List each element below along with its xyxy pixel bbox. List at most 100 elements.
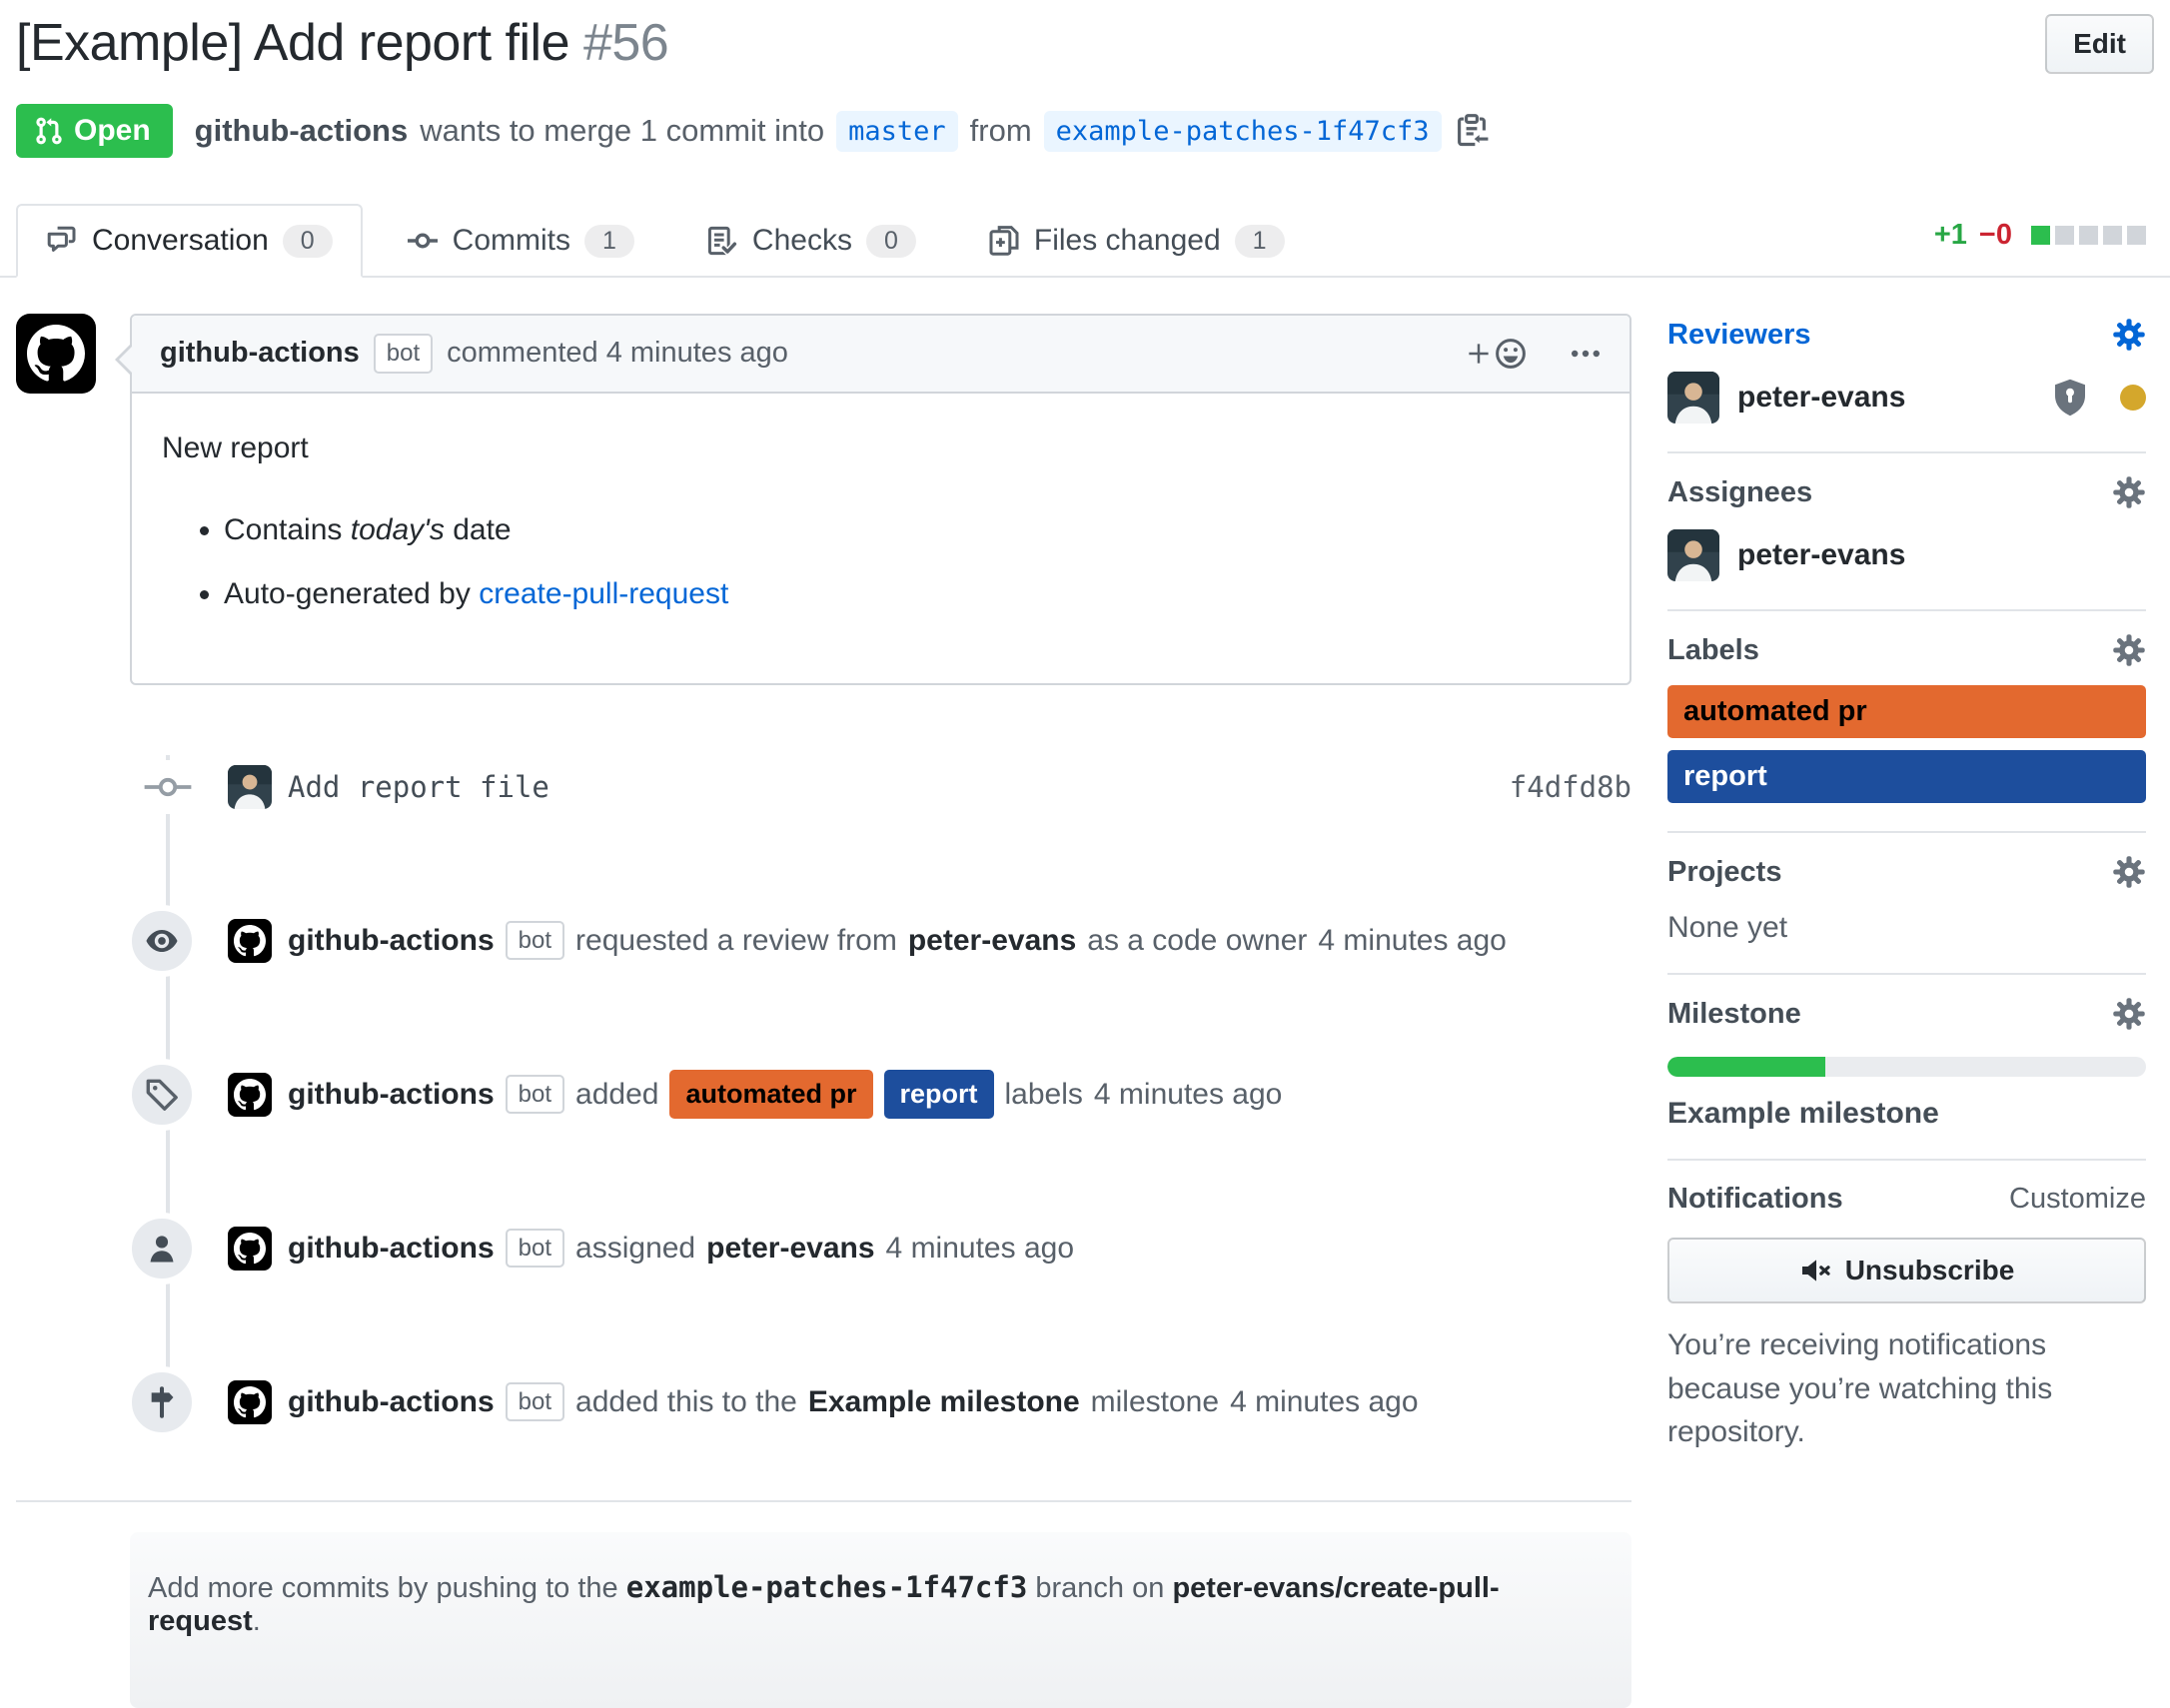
emphasis-text: today's <box>350 512 445 546</box>
github-actions-avatar[interactable] <box>16 314 96 394</box>
sidebar-section-projects: Projects None yet <box>1667 833 2146 975</box>
projects-heading: Projects <box>1667 855 1782 888</box>
labels-heading: Labels <box>1667 633 1759 666</box>
sidebar: Reviewers peter-evans Assignees peter-ev… <box>1667 314 2154 1482</box>
copy-branch-icon[interactable] <box>1454 113 1490 149</box>
tab-files-changed[interactable]: Files changed 1 <box>960 206 1313 276</box>
sidebar-section-notifications: Notifications Customize Unsubscribe You’… <box>1667 1161 2146 1482</box>
event-text: github-actions bot added this to the Exa… <box>288 1381 1419 1422</box>
reviewers-heading[interactable]: Reviewers <box>1667 318 1811 351</box>
event-user[interactable]: peter-evans <box>907 923 1077 957</box>
projects-heading-row: Projects <box>1667 855 2146 889</box>
merge-note-box: Add more commits by pushing to the examp… <box>130 1531 1631 1708</box>
head-branch[interactable]: example-patches-1f47cf3 <box>1043 110 1442 152</box>
page-title: [Example] Add report file #56 <box>16 14 669 74</box>
pending-review-dot <box>2120 385 2146 411</box>
commit-icon <box>407 225 439 257</box>
checklist-icon <box>706 225 738 257</box>
bot-badge: bot <box>505 1074 565 1115</box>
gear-icon[interactable] <box>2112 318 2146 352</box>
event-text: github-actions bot requested a review fr… <box>288 920 1507 961</box>
event-text: github-actions bot added automated pr re… <box>288 1070 1283 1120</box>
plus-icon <box>1469 344 1489 364</box>
customize-link[interactable]: Customize <box>2009 1183 2146 1215</box>
label-report[interactable]: report <box>1667 750 2146 803</box>
timeline-event-review-requested: github-actions bot requested a review fr… <box>16 904 1631 977</box>
event-actor[interactable]: github-actions <box>288 1384 495 1418</box>
tab-conversation[interactable]: Conversation 0 <box>16 204 363 278</box>
comment-body: New report Contains today's date Auto-ge… <box>132 394 1629 683</box>
github-actions-avatar[interactable] <box>228 918 272 963</box>
committer-avatar[interactable] <box>228 764 272 809</box>
gear-icon[interactable] <box>2112 475 2146 509</box>
milestone-progress-bar <box>1667 1057 2146 1077</box>
timeline-event-labels-added: github-actions bot added automated pr re… <box>16 1058 1631 1131</box>
github-actions-avatar[interactable] <box>228 1379 272 1424</box>
tab-commits[interactable]: Commits 1 <box>379 206 662 276</box>
comment-card: github-actions bot commented 4 minutes a… <box>115 314 1631 685</box>
timeline-event-assigned: github-actions bot assigned peter-evans … <box>16 1212 1631 1284</box>
add-reaction-button[interactable] <box>1468 337 1528 371</box>
state-badge-label: Open <box>74 114 151 147</box>
base-branch[interactable]: master <box>836 110 958 152</box>
label-report[interactable]: report <box>883 1070 994 1120</box>
event-time[interactable]: 4 minutes ago <box>1318 923 1507 957</box>
event-time[interactable]: 4 minutes ago <box>1093 1077 1283 1111</box>
reviewer-avatar[interactable] <box>1667 372 1719 424</box>
commit-sha[interactable]: f4dfd8b <box>1509 769 1631 804</box>
comment-author[interactable]: github-actions <box>160 337 360 370</box>
from-text: from <box>969 113 1032 148</box>
assignee-avatar[interactable] <box>1667 529 1719 581</box>
tag-icon <box>126 1058 198 1131</box>
kebab-menu-button[interactable] <box>1570 338 1602 370</box>
gear-icon[interactable] <box>2112 855 2146 889</box>
event-actor[interactable]: github-actions <box>288 923 495 957</box>
assignee-name[interactable]: peter-evans <box>1737 538 1906 571</box>
event-milestone-name[interactable]: Example milestone <box>807 1384 1080 1418</box>
state-badge: Open <box>16 104 173 158</box>
tab-conversation-label: Conversation <box>92 224 269 257</box>
sidebar-section-labels: Labels automated pr report <box>1667 611 2146 833</box>
pr-number: #56 <box>582 14 669 72</box>
merge-note: Add more commits by pushing to the examp… <box>148 1569 1500 1637</box>
event-text: github-actions bot assigned peter-evans … <box>288 1228 1074 1269</box>
diff-block <box>2079 225 2098 245</box>
comment-list-item: Contains today's date <box>224 509 1600 551</box>
reviewer-name[interactable]: peter-evans <box>1737 381 1906 414</box>
pr-tab-bar: Conversation 0 Commits 1 Checks 0 Files … <box>0 204 2170 278</box>
diffstat-deletions: −0 <box>1978 218 2012 251</box>
labels-heading-row: Labels <box>1667 633 2146 667</box>
label-automated-pr[interactable]: automated pr <box>669 1070 873 1120</box>
git-pull-request-icon <box>34 116 64 146</box>
reviewers-heading-row: Reviewers <box>1667 318 2146 352</box>
unsubscribe-button[interactable]: Unsubscribe <box>1667 1238 2146 1303</box>
edit-button[interactable]: Edit <box>2045 14 2154 74</box>
github-actions-avatar[interactable] <box>228 1226 272 1271</box>
github-actions-avatar[interactable] <box>228 1072 272 1117</box>
milestone-name[interactable]: Example milestone <box>1667 1097 1939 1130</box>
tab-commits-label: Commits <box>452 224 571 257</box>
sidebar-section-reviewers: Reviewers peter-evans <box>1667 318 2146 453</box>
comment-list: Contains today's date Auto-generated by … <box>162 509 1600 615</box>
event-time[interactable]: 4 minutes ago <box>1230 1384 1419 1418</box>
create-pull-request-link[interactable]: create-pull-request <box>479 576 729 610</box>
event-actor[interactable]: github-actions <box>288 1231 495 1265</box>
diffstat: +1 −0 <box>1934 219 2146 262</box>
timeline: Add report file f4dfd8b github-actions b… <box>16 754 1631 1438</box>
assignees-heading-row: Assignees <box>1667 475 2146 509</box>
comment-header: github-actions bot commented 4 minutes a… <box>132 316 1629 394</box>
event-time[interactable]: 4 minutes ago <box>885 1231 1074 1265</box>
tab-checks[interactable]: Checks 0 <box>678 206 944 276</box>
gear-icon[interactable] <box>2112 633 2146 667</box>
comment-paragraph: New report <box>162 430 309 464</box>
event-actor[interactable]: github-actions <box>288 1077 495 1111</box>
comment-list-item: Auto-generated by create-pull-request <box>224 573 1600 615</box>
pr-author[interactable]: github-actions <box>194 113 409 148</box>
event-user[interactable]: peter-evans <box>706 1231 875 1265</box>
bot-badge: bot <box>505 1381 565 1422</box>
commit-row: Add report file f4dfd8b <box>16 755 1631 819</box>
label-automated-pr[interactable]: automated pr <box>1667 685 2146 738</box>
gear-icon[interactable] <box>2112 997 2146 1031</box>
tab-files-changed-label: Files changed <box>1033 224 1221 257</box>
commit-message[interactable]: Add report file <box>288 769 549 804</box>
